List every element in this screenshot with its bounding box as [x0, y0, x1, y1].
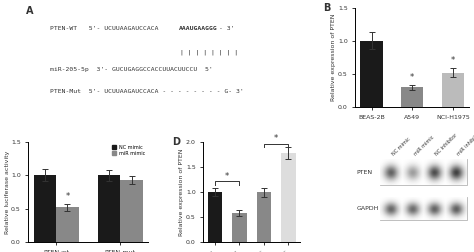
- Bar: [34, 175, 56, 242]
- Text: A: A: [26, 6, 33, 16]
- Text: miR inhibitor: miR inhibitor: [456, 131, 474, 157]
- Text: *: *: [410, 73, 414, 82]
- Bar: [281, 153, 296, 242]
- Text: miR-205-5p  3'- GUCUGAGGCCACCUUACUUCCU  5': miR-205-5p 3'- GUCUGAGGCCACCUUACUUCCU 5': [50, 67, 213, 72]
- Bar: [380, 197, 467, 220]
- Bar: [56, 207, 79, 242]
- Bar: [256, 192, 271, 242]
- Bar: [401, 87, 423, 107]
- Text: D: D: [172, 137, 180, 147]
- Legend: NC mimic, miR mimic: NC mimic, miR mimic: [112, 145, 146, 155]
- Text: PTEN: PTEN: [356, 170, 373, 175]
- Y-axis label: Relative expression of PTEN: Relative expression of PTEN: [179, 148, 184, 236]
- Text: *: *: [225, 172, 229, 181]
- Text: | | | | | | | |: | | | | | | | |: [180, 49, 238, 55]
- Text: *: *: [274, 134, 278, 143]
- Y-axis label: Relative expression of PTEN: Relative expression of PTEN: [331, 14, 337, 101]
- Text: AAAUGAAGGG: AAAUGAAGGG: [178, 25, 217, 30]
- Y-axis label: Relative luciferase activity: Relative luciferase activity: [5, 150, 9, 234]
- Bar: [360, 41, 383, 107]
- Text: - 3': - 3': [219, 25, 234, 30]
- Bar: [380, 159, 467, 185]
- Text: *: *: [451, 56, 455, 66]
- Bar: [232, 213, 247, 242]
- Bar: [442, 73, 464, 107]
- Bar: [120, 180, 143, 242]
- Text: NC inhibitor: NC inhibitor: [435, 133, 459, 157]
- Text: GAPDH: GAPDH: [356, 206, 379, 211]
- Text: PTEN-Mut  5'- UCUUAAGAUCCACA - - - - - - - - G- 3': PTEN-Mut 5'- UCUUAAGAUCCACA - - - - - - …: [50, 89, 244, 94]
- Text: PTEN-WT   5'- UCUUAAGAUCCACA: PTEN-WT 5'- UCUUAAGAUCCACA: [50, 25, 159, 30]
- Bar: [208, 192, 222, 242]
- Bar: [98, 175, 120, 242]
- Text: NC mimic: NC mimic: [391, 137, 411, 157]
- Text: miR mimic: miR mimic: [413, 135, 435, 157]
- Text: *: *: [65, 192, 70, 201]
- Text: B: B: [323, 3, 331, 13]
